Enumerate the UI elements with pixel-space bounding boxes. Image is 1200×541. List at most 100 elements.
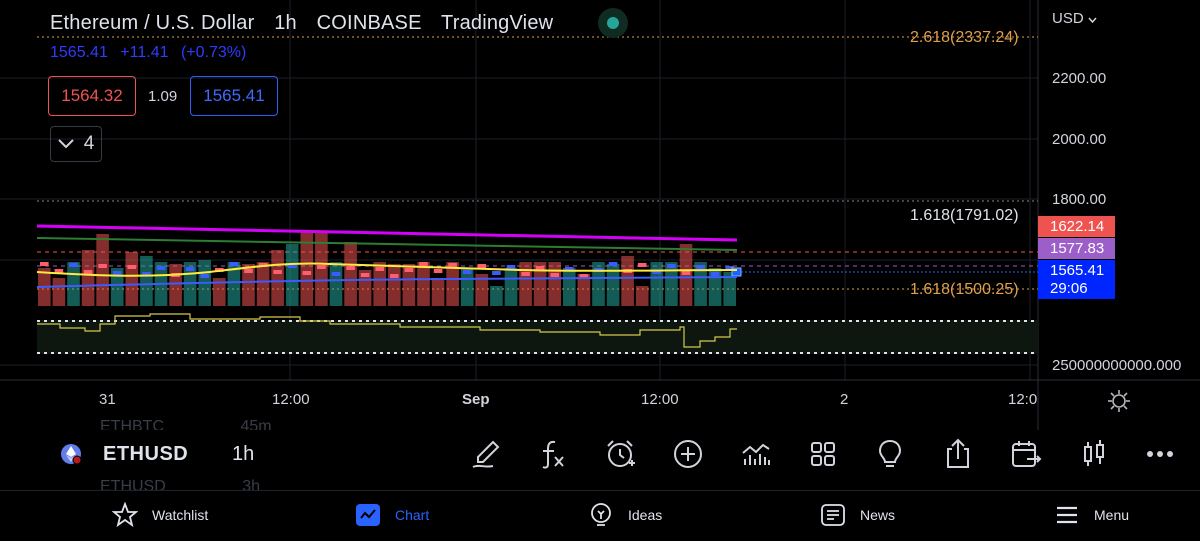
candle[interactable]: [273, 270, 282, 274]
bulb-icon: [591, 503, 611, 526]
nav-chart[interactable]: Chart: [355, 500, 429, 530]
indicators-button[interactable]: [534, 436, 570, 472]
candle[interactable]: [360, 273, 370, 277]
volume-bar: [475, 274, 489, 306]
candle[interactable]: [287, 264, 297, 268]
volume-bar: [388, 264, 401, 306]
volume-bar: [52, 278, 66, 306]
chart-area[interactable]: [0, 0, 1200, 430]
calendar-compare-icon: [1012, 441, 1042, 467]
price-tick: 1800.00: [1052, 191, 1107, 208]
volume-bar: [417, 262, 430, 306]
volume-bar: [490, 286, 503, 306]
candle[interactable]: [346, 266, 355, 270]
chart-canvas[interactable]: [0, 0, 1200, 430]
candle[interactable]: [696, 265, 705, 269]
interval-selector[interactable]: 1h: [232, 443, 255, 465]
time-label: 12:00: [641, 391, 679, 408]
candle[interactable]: [200, 274, 209, 278]
candle[interactable]: [506, 265, 516, 269]
candle[interactable]: [667, 264, 676, 268]
candle[interactable]: [375, 267, 384, 271]
candle[interactable]: [185, 267, 195, 271]
nav-label: Menu: [1094, 507, 1130, 523]
volume-tick: 250000000000.000: [1052, 357, 1182, 374]
candle[interactable]: [565, 267, 574, 271]
nav-ideas[interactable]: Ideas: [588, 500, 662, 530]
candle[interactable]: [608, 262, 618, 266]
symbol-selector[interactable]: ETHUSD: [103, 443, 189, 465]
candle-style-button[interactable]: [1076, 436, 1112, 472]
candle[interactable]: [40, 262, 49, 266]
candle[interactable]: [535, 266, 545, 270]
volume-bar: [606, 264, 620, 306]
candle[interactable]: [725, 266, 734, 270]
candle[interactable]: [433, 269, 443, 273]
add-button[interactable]: [670, 436, 706, 472]
add-alert-button[interactable]: [602, 436, 638, 472]
candle[interactable]: [681, 271, 691, 275]
candle[interactable]: [404, 268, 414, 272]
candle[interactable]: [302, 271, 312, 275]
market-status-icon[interactable]: [598, 8, 628, 38]
candle[interactable]: [462, 270, 472, 274]
currency-selector[interactable]: USD: [1052, 10, 1097, 27]
candle[interactable]: [69, 263, 78, 267]
buy-button[interactable]: 1565.41: [190, 76, 278, 116]
nav-label: Ideas: [628, 507, 663, 523]
indicator-line[interactable]: [37, 313, 737, 348]
candle[interactable]: [83, 270, 93, 274]
candle[interactable]: [142, 272, 151, 276]
layouts-icon: [811, 442, 835, 466]
nav-menu[interactable]: Menu: [1054, 500, 1129, 530]
indicators-count: 4: [83, 133, 95, 154]
candle[interactable]: [492, 271, 501, 275]
fib-label-2618: 2.618(2337.24): [910, 29, 1019, 46]
candle[interactable]: [244, 269, 253, 273]
ma-magenta-line[interactable]: [36, 224, 738, 242]
indicators-collapse-button[interactable]: 4: [50, 126, 102, 162]
candle[interactable]: [54, 269, 64, 273]
volume-bar: [519, 262, 532, 306]
candle[interactable]: [127, 265, 137, 269]
volume-bar: [665, 262, 678, 306]
candle[interactable]: [652, 270, 662, 274]
candle[interactable]: [112, 271, 122, 275]
nav-news[interactable]: News: [820, 500, 895, 530]
ma-yellow-line[interactable]: [36, 262, 738, 277]
volume-bar: [723, 272, 736, 306]
candle[interactable]: [156, 266, 166, 270]
compare-button[interactable]: [1008, 436, 1044, 472]
candle[interactable]: [317, 265, 326, 269]
gear-icon[interactable]: [1106, 388, 1132, 414]
candle[interactable]: [390, 274, 399, 278]
candle[interactable]: [448, 263, 457, 267]
ma-blue-line[interactable]: [36, 276, 738, 288]
chart-icon: [356, 504, 380, 526]
candle[interactable]: [710, 272, 720, 276]
layouts-button[interactable]: [805, 436, 841, 472]
more-button[interactable]: [1142, 436, 1178, 472]
share-button[interactable]: [940, 436, 976, 472]
ma-green-line[interactable]: [36, 237, 738, 251]
candle[interactable]: [579, 274, 589, 278]
candle[interactable]: [637, 263, 647, 267]
candles[interactable]: [40, 262, 742, 278]
candle[interactable]: [419, 262, 428, 266]
candle[interactable]: [521, 272, 530, 276]
candle[interactable]: [550, 273, 559, 277]
nav-watchlist[interactable]: Watchlist: [112, 500, 208, 530]
sell-button[interactable]: 1564.32: [48, 76, 136, 116]
symbol-legend[interactable]: Ethereum / U.S. Dollar 1h COINBASE Tradi…: [50, 12, 567, 35]
candle[interactable]: [331, 272, 341, 276]
candle[interactable]: [229, 262, 239, 266]
chart-type-button[interactable]: [738, 436, 774, 472]
fib-label-1618-lower: 1.618(1500.25): [910, 281, 1019, 298]
ideas-button[interactable]: [872, 436, 908, 472]
symbol-full-name: Ethereum / U.S. Dollar: [50, 12, 255, 34]
drawing-tools-button[interactable]: [468, 436, 504, 472]
candle[interactable]: [98, 264, 107, 268]
candle[interactable]: [477, 264, 487, 268]
news-icon: [821, 504, 845, 526]
volume-bar: [96, 234, 109, 306]
